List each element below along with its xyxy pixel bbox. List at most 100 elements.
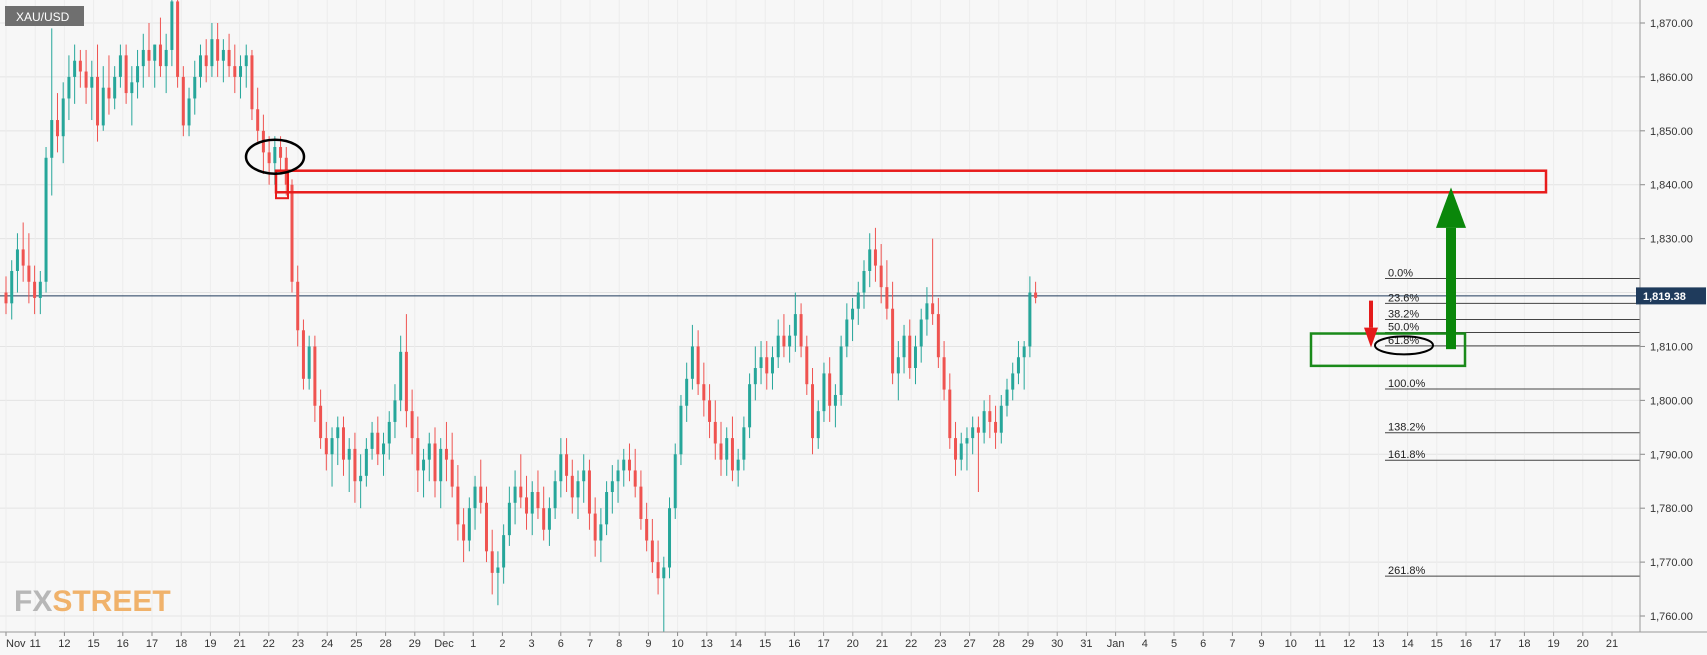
x-tick-label: 18 [1518, 638, 1530, 650]
candle-body [450, 459, 454, 487]
candle-body [399, 351, 403, 401]
x-tick-label: 29 [1022, 638, 1034, 650]
candle-body [330, 438, 334, 455]
candle-body [227, 49, 231, 67]
candle-body [570, 475, 574, 498]
candle-body [382, 443, 386, 455]
x-tick-label: 2 [499, 638, 505, 650]
candle-body [1005, 389, 1009, 406]
candle-body [891, 308, 895, 374]
candle-body [198, 55, 202, 77]
candle-body [845, 319, 849, 347]
logo-part-street: STREET [52, 585, 170, 618]
candle-body [473, 486, 477, 509]
y-tick-label: 1,780.00 [1650, 503, 1693, 515]
green-arrow-shaft [1446, 227, 1456, 350]
candle-body [239, 66, 243, 77]
candle-body [153, 44, 157, 61]
candle-body [38, 281, 42, 298]
candle-body [999, 405, 1003, 433]
candle-body [839, 346, 843, 395]
candle-body [502, 535, 506, 568]
candle-body [267, 152, 271, 164]
candle-body [673, 454, 677, 509]
candle-body [742, 427, 746, 460]
x-tick-label: 9 [645, 638, 651, 650]
candle-body [1028, 292, 1032, 347]
candle-body [410, 411, 414, 439]
candle-body [610, 481, 614, 493]
candle-body [982, 411, 986, 433]
x-tick-label: 4 [1142, 638, 1148, 650]
x-tick-label: 24 [321, 638, 333, 650]
y-tick-label: 1,850.00 [1650, 126, 1693, 138]
current-price-label: 1,819.38 [1643, 291, 1686, 303]
candle-body [954, 438, 958, 460]
candle-body [353, 448, 357, 482]
x-tick-label: 17 [1489, 638, 1501, 650]
x-tick-label: 10 [671, 638, 683, 650]
candle-body [530, 492, 534, 514]
candle-body [141, 49, 145, 67]
candles [4, 0, 1038, 633]
candle-body [370, 432, 374, 449]
x-tick-label: 12 [1343, 638, 1355, 650]
candle-body [507, 502, 511, 536]
candle-body [273, 146, 277, 164]
candle-body [1022, 346, 1026, 358]
x-tick-label: 28 [379, 638, 391, 650]
candle-body [187, 98, 191, 126]
x-tick-label: 3 [529, 638, 535, 650]
candle-body [387, 421, 391, 444]
candle-body [679, 405, 683, 455]
resistance-zone-origin [275, 169, 289, 200]
candle-body [307, 346, 311, 379]
candle-body [422, 459, 426, 471]
candle-body [4, 292, 8, 304]
fib-level-label: 61.8% [1388, 335, 1419, 347]
x-tick-label: 20 [847, 638, 859, 650]
candle-body [708, 400, 712, 422]
x-tick-label: 13 [701, 638, 713, 650]
candle-body [959, 443, 963, 460]
y-tick-label: 1,810.00 [1650, 341, 1693, 353]
x-tick-label: 18 [175, 638, 187, 650]
x-tick-label: 21 [233, 638, 245, 650]
candle-body [627, 459, 631, 471]
candle-body [73, 60, 77, 77]
fib-level-label: 161.8% [1388, 449, 1426, 461]
candle-body [925, 303, 929, 320]
candle-body [616, 470, 620, 482]
annotations [244, 138, 1548, 368]
x-tick-label: Jan [1107, 638, 1125, 650]
candle-body [799, 314, 803, 347]
x-tick-label: 6 [558, 638, 564, 650]
x-tick-label: 16 [788, 638, 800, 650]
candle-body [15, 249, 19, 271]
candle-body [736, 459, 740, 471]
candle-body [513, 486, 517, 503]
candle-body [793, 314, 797, 336]
candle-body [971, 427, 975, 439]
candle-body [21, 249, 25, 266]
x-tick-label: 19 [1547, 638, 1559, 650]
candle-body [948, 389, 952, 439]
candle-body [427, 443, 431, 460]
candle-body [519, 486, 523, 498]
candle-body [931, 303, 935, 315]
candle-body [576, 481, 580, 498]
candle-body [896, 357, 900, 374]
symbol-label: XAU/USD [16, 10, 70, 24]
candle-body [341, 427, 345, 460]
candle-body [668, 508, 672, 568]
x-tick-label: 13 [1372, 638, 1384, 650]
x-tick-label: 12 [58, 638, 70, 650]
candle-body [78, 60, 82, 72]
x-tick-label: 11 [1314, 638, 1325, 650]
candle-body [936, 314, 940, 358]
fib-618-ellipse [1374, 335, 1434, 356]
candle-body [193, 76, 197, 99]
logo-part-fx: FX [14, 585, 52, 618]
y-tick-label: 1,870.00 [1650, 18, 1693, 30]
